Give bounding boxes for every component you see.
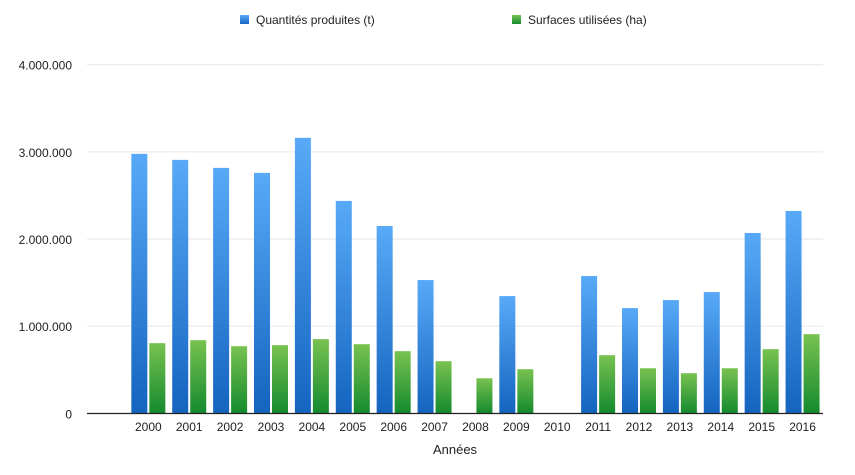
x-tick-label: 2014 xyxy=(707,420,734,434)
x-tick-label: 2012 xyxy=(626,420,653,434)
bar-production-2000 xyxy=(131,153,148,414)
bar-production-2016 xyxy=(785,210,802,414)
bar-surface-2012 xyxy=(640,368,656,414)
x-tick-label: 2002 xyxy=(217,420,244,434)
x-tick-label: 2009 xyxy=(503,420,530,434)
legend: Quantités produites (t) Surfaces utilisé… xyxy=(240,13,647,27)
bar-surface-2008 xyxy=(476,378,493,414)
legend-swatch-production xyxy=(240,15,249,24)
bar-production-2011 xyxy=(581,276,598,414)
bar-surface-2016 xyxy=(803,334,820,414)
x-tick-label: 2004 xyxy=(299,420,326,434)
bar-production-2006 xyxy=(376,226,393,414)
bar-surface-2014 xyxy=(721,368,738,414)
bar-surface-2004 xyxy=(312,339,329,414)
y-tick-label: 0 xyxy=(65,407,72,421)
bar-surface-2003 xyxy=(272,345,288,414)
bar-surface-2013 xyxy=(680,373,697,414)
bar-production-2004 xyxy=(294,137,311,414)
legend-swatch-surface xyxy=(512,15,521,24)
x-tick-label: 2003 xyxy=(258,420,285,434)
bar-production-2015 xyxy=(744,232,761,414)
bar-production-2005 xyxy=(335,200,352,414)
x-tick-label: 2007 xyxy=(421,420,448,434)
bar-surface-2015 xyxy=(762,349,779,414)
bar-surface-2009 xyxy=(517,369,534,414)
bar-production-2012 xyxy=(622,308,638,414)
x-tick-label: 2010 xyxy=(544,420,571,434)
bar-surface-2002 xyxy=(231,346,248,414)
x-tick-label: 2006 xyxy=(380,420,407,434)
x-axis-title: Années xyxy=(433,442,478,457)
x-tick-label: 2015 xyxy=(748,420,775,434)
bar-production-2007 xyxy=(417,280,434,414)
bar-production-2002 xyxy=(213,167,230,414)
bar-production-2014 xyxy=(703,292,720,414)
bar-production-2009 xyxy=(499,296,516,414)
bar-surface-2007 xyxy=(435,361,452,414)
y-tick-label: 2.000.000 xyxy=(19,233,73,247)
bar-production-2001 xyxy=(172,159,189,414)
bar-surface-2001 xyxy=(190,340,207,414)
x-tick-label: 2001 xyxy=(176,420,203,434)
x-tick-label: 2011 xyxy=(585,420,611,434)
bar-production-2003 xyxy=(254,172,270,414)
bar-surface-2006 xyxy=(394,351,411,414)
x-tick-label: 2000 xyxy=(135,420,162,434)
x-tick-label: 2016 xyxy=(789,420,816,434)
bar-surface-2000 xyxy=(149,343,166,414)
x-tick-label: 2008 xyxy=(462,420,489,434)
bar-surface-2005 xyxy=(353,344,370,414)
legend-label-production: Quantités produites (t) xyxy=(256,13,375,27)
x-tick-label: 2013 xyxy=(667,420,694,434)
bar-surface-2011 xyxy=(599,355,616,414)
legend-label-surface: Surfaces utilisées (ha) xyxy=(528,13,647,27)
x-tick-label: 2005 xyxy=(339,420,366,434)
bar-production-2013 xyxy=(662,300,679,414)
y-tick-label: 3.000.000 xyxy=(19,146,73,160)
y-tick-label: 4.000.000 xyxy=(19,59,73,73)
y-tick-label: 1.000.000 xyxy=(19,320,73,334)
